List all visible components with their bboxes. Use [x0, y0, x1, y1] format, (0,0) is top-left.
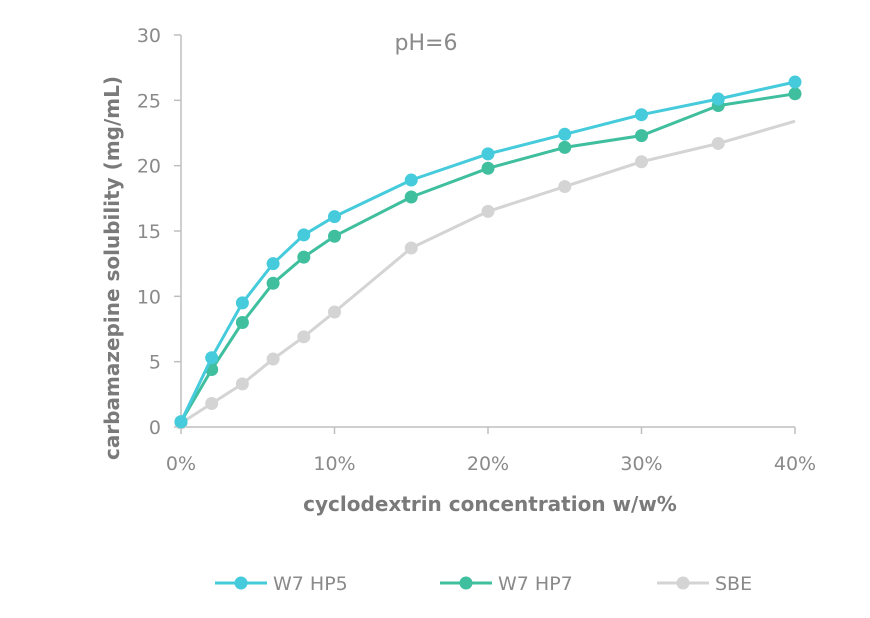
series-line-w7-hp5 [179, 80, 796, 423]
series-sbe [174, 119, 796, 430]
x-tick-label: 10% [313, 453, 355, 475]
data-point-w7-hp5 [404, 173, 418, 187]
data-point-w7-hp7 [297, 250, 311, 264]
data-point-sbe [328, 305, 341, 319]
legend-label: W7 HP7 [498, 573, 573, 595]
data-point-w7-hp5 [481, 147, 495, 161]
legend-swatch-marker [234, 576, 248, 590]
data-point-w7-hp5 [328, 210, 341, 224]
data-point-w7-hp5 [788, 75, 802, 89]
data-point-w7-hp7 [481, 161, 495, 175]
x-tick-label: 0% [166, 453, 196, 475]
data-point-w7-hp7 [266, 276, 280, 290]
x-tick-label: 40% [774, 453, 816, 475]
legend-swatch-marker [459, 576, 473, 590]
legend-item-w7-hp5: W7 HP5 [215, 573, 348, 595]
data-point-w7-hp5 [297, 228, 311, 242]
legend: W7 HP5 W7 HP7 SBE [215, 573, 752, 595]
x-axis-title: cyclodextrin concentration w/w% [303, 492, 677, 516]
data-point-w7-hp5 [235, 296, 249, 310]
data-point-sbe [558, 180, 572, 194]
data-point-w7-hp7 [635, 129, 648, 143]
y-tick-label: 5 [149, 352, 161, 374]
data-point-sbe [266, 352, 280, 366]
y-tick-label: 10 [137, 286, 161, 308]
data-point-sbe [481, 204, 495, 218]
y-tick-label: 15 [137, 221, 161, 243]
data-point-w7-hp5 [635, 108, 648, 122]
series [174, 75, 802, 430]
data-point-sbe [404, 241, 418, 255]
y-tick-label: 20 [137, 156, 161, 178]
series-w7-hp5 [174, 75, 802, 429]
data-point-sbe [235, 377, 249, 391]
data-point-sbe [205, 396, 219, 410]
legend-label: SBE [715, 573, 752, 595]
data-point-w7-hp7 [788, 87, 802, 101]
legend-item-sbe: SBE [657, 573, 752, 595]
data-point-w7-hp7 [404, 190, 418, 204]
data-point-w7-hp5 [711, 92, 725, 106]
legend-label: W7 HP5 [273, 573, 348, 595]
data-point-w7-hp7 [558, 140, 572, 154]
y-tick-label: 30 [137, 25, 161, 47]
data-point-w7-hp5 [266, 257, 280, 271]
data-point-w7-hp7 [328, 229, 341, 243]
series-line-w7-hp7 [179, 92, 796, 423]
y-tick-label: 0 [149, 417, 161, 439]
axes [180, 35, 795, 428]
chart-title: pH=6 [395, 31, 458, 56]
y-tick-label: 25 [137, 90, 161, 112]
y-ticks: 0 5 10 15 20 25 30 [137, 25, 181, 439]
data-point-sbe [297, 330, 311, 344]
data-point-w7-hp5 [205, 351, 219, 365]
x-tick-label: 20% [467, 453, 509, 475]
x-tick-label: 30% [620, 453, 662, 475]
legend-item-w7-hp7: W7 HP7 [440, 573, 573, 595]
y-axis-title: carbamazepine solubility (mg/mL) [100, 76, 124, 460]
data-point-w7-hp5 [558, 127, 572, 141]
series-w7-hp7 [174, 87, 802, 429]
data-point-sbe [711, 136, 725, 150]
data-point-sbe [635, 155, 648, 169]
data-point-w7-hp7 [235, 315, 249, 329]
x-ticks: 0% 10% 20% 30% 40% [166, 427, 816, 475]
data-point-w7-hp5 [174, 415, 188, 429]
legend-swatch-marker [676, 576, 690, 590]
